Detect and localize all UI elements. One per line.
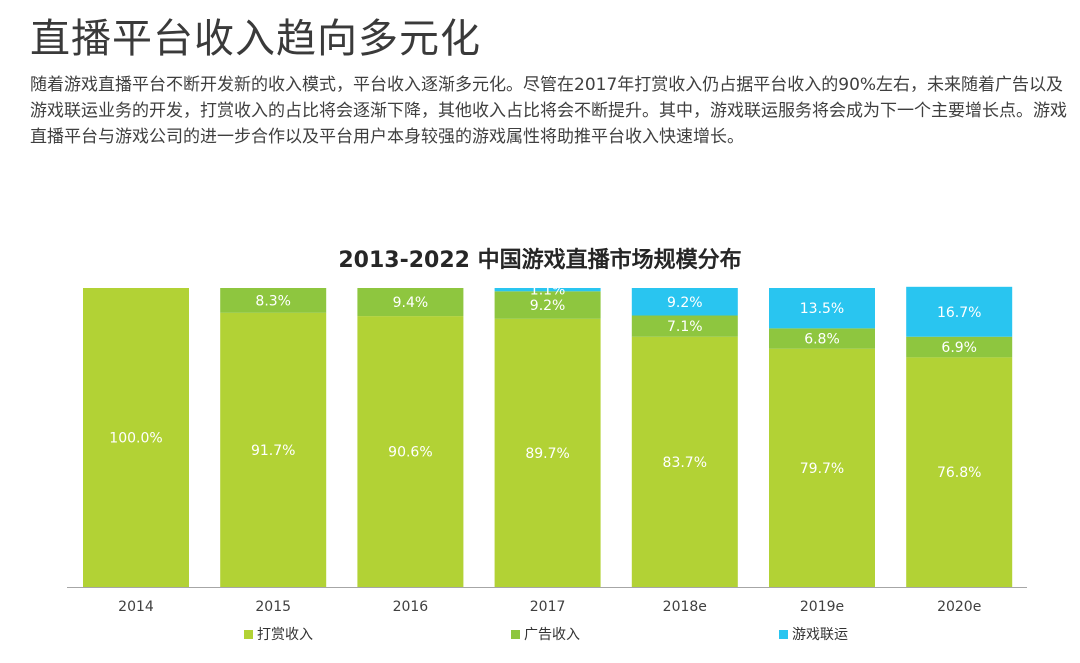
legend-swatch: [244, 629, 253, 639]
x-tick-label-2015: 2015: [255, 599, 291, 615]
bar-segment-2016-s1: [357, 288, 464, 317]
legend-item-s2: 游戏联运: [779, 624, 848, 644]
data-label-2014-s0: 100.0%: [109, 431, 162, 447]
data-label-2017-s0: 89.7%: [525, 446, 569, 462]
x-tick-label-2019e: 2019e: [800, 599, 844, 615]
data-label-2015-s1: 8.3%: [255, 293, 291, 309]
data-label-2020e-s1: 6.9%: [941, 340, 977, 356]
legend-label: 打赏收入: [257, 627, 313, 643]
page-title: 直播平台收入趋向多元化: [30, 16, 481, 62]
bar-segment-2018e-s1: [631, 315, 738, 337]
legend-label: 游戏联运: [792, 627, 848, 643]
bar-segment-2017-s1: [494, 291, 601, 319]
bar-segment-2014-s0: [83, 288, 189, 587]
data-label-2020e-s2: 16.7%: [937, 305, 981, 321]
x-tick-label-2017: 2017: [530, 599, 566, 615]
data-label-2020e-s0: 76.8%: [937, 465, 981, 481]
bar-segment-2018e-s2: [631, 288, 738, 316]
data-label-2018e-s1: 7.1%: [667, 319, 703, 335]
data-label-2019e-s1: 6.8%: [804, 332, 840, 348]
bar-segment-2016-s0: [357, 316, 464, 587]
x-tick-label-2018e: 2018e: [663, 599, 707, 615]
data-label-2016-s0: 90.6%: [388, 445, 432, 461]
legend-swatch: [511, 629, 520, 639]
chart-legend: 打赏收入 广告收入 游戏联运: [0, 624, 1080, 646]
intro-paragraph: 随着游戏直播平台不断开发新的收入模式，平台收入逐渐多元化。尽管在2017年打赏收…: [30, 75, 1067, 147]
bar-segment-2017-s2: [494, 288, 601, 292]
data-label-2017-s1: 9.2%: [530, 298, 566, 314]
x-tick-label-2020e: 2020e: [937, 599, 981, 615]
data-label-2019e-s2: 13.5%: [800, 301, 844, 317]
legend-swatch: [779, 629, 788, 639]
bar-segment-2020e-s2: [906, 286, 1013, 337]
bar-segment-2015-s0: [220, 312, 327, 587]
data-label-2015-s0: 91.7%: [251, 443, 295, 459]
legend-item-s1: 广告收入: [511, 624, 580, 644]
data-label-2019e-s0: 79.7%: [800, 461, 844, 477]
bar-segment-2019e-s1: [769, 328, 875, 349]
x-tick-label-2014: 2014: [118, 599, 154, 615]
bar-segment-2020e-s1: [906, 336, 1013, 358]
data-label-2017-s2: 1.1%: [530, 283, 566, 299]
x-tick-label-2016: 2016: [393, 599, 429, 615]
bar-segment-2015-s1: [220, 288, 327, 313]
legend-label: 广告收入: [524, 627, 580, 643]
bar-segment-2020e-s0: [906, 357, 1013, 587]
bar-segment-2019e-s0: [769, 348, 875, 587]
data-label-2016-s1: 9.4%: [393, 295, 429, 311]
bar-segment-2017-s0: [494, 318, 601, 587]
bar-segment-2018e-s0: [631, 336, 738, 587]
bar-segment-2019e-s2: [769, 288, 875, 329]
data-label-2018e-s0: 83.7%: [663, 455, 707, 471]
data-label-2018e-s2: 9.2%: [667, 295, 703, 311]
legend-item-s0: 打赏收入: [244, 624, 313, 644]
chart-title: 2013-2022 中国游戏直播市场规模分布: [338, 248, 742, 273]
